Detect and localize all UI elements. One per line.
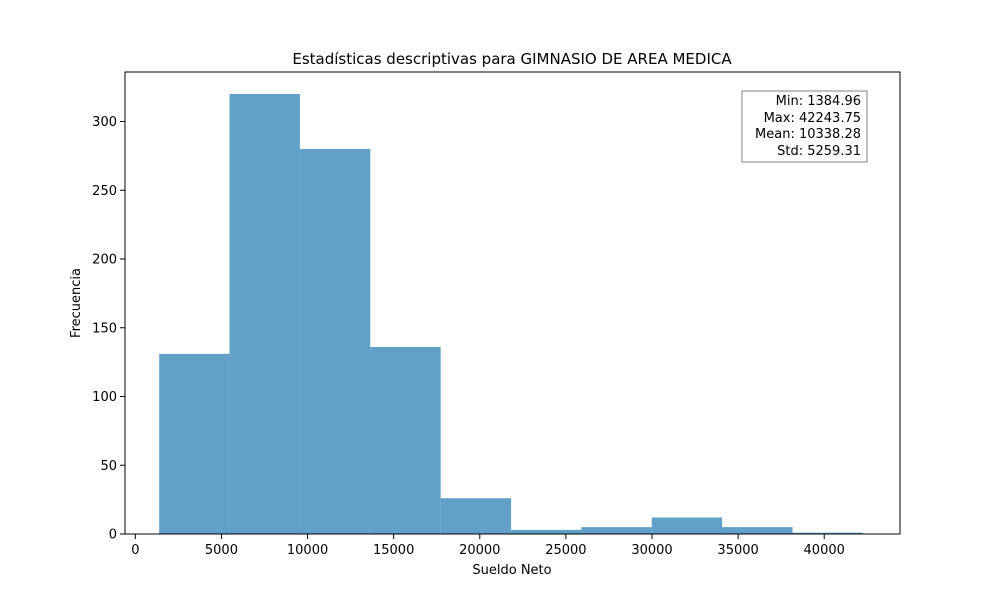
y-tick-label-3: 150 bbox=[92, 321, 117, 336]
stats-max: Max: 42243.75 bbox=[764, 111, 861, 126]
y-tick-label-5: 250 bbox=[92, 184, 117, 199]
stats-min: Min: 1384.96 bbox=[776, 94, 861, 109]
histogram-bar-1 bbox=[229, 94, 300, 534]
histogram-bar-8 bbox=[722, 527, 793, 534]
y-tick-label-2: 100 bbox=[92, 390, 117, 405]
x-tick-label-8: 40000 bbox=[804, 543, 845, 558]
x-tick-label-6: 30000 bbox=[631, 543, 672, 558]
histogram-bar-7 bbox=[651, 517, 723, 534]
histogram-bar-5 bbox=[511, 529, 582, 534]
y-axis-label: Frecuencia bbox=[69, 268, 84, 338]
histogram-bar-4 bbox=[440, 498, 512, 534]
histogram-bar-6 bbox=[581, 527, 652, 534]
x-axis-label: Sueldo Neto bbox=[472, 563, 551, 578]
x-tick-label-4: 20000 bbox=[459, 543, 500, 558]
histogram-bar-3 bbox=[370, 347, 441, 534]
y-tick-label-4: 200 bbox=[92, 253, 117, 268]
histogram-bar-2 bbox=[299, 149, 371, 534]
stats-box: Min: 1384.96 Max: 42243.75 Mean: 10338.2… bbox=[741, 90, 868, 163]
stats-box-frame bbox=[741, 90, 868, 163]
histogram-bar-9 bbox=[792, 532, 863, 534]
x-tick-label-0: 0 bbox=[131, 543, 139, 558]
stats-mean: Mean: 10338.28 bbox=[755, 127, 861, 142]
histogram-bar-0 bbox=[159, 353, 230, 534]
x-tick-label-5: 25000 bbox=[545, 543, 586, 558]
x-tick-label-7: 35000 bbox=[717, 543, 758, 558]
y-tick-label-6: 300 bbox=[92, 115, 117, 130]
stats-std: Std: 5259.31 bbox=[777, 144, 861, 159]
bars-group bbox=[159, 94, 863, 534]
y-tick-label-1: 50 bbox=[100, 459, 117, 474]
plot-frame bbox=[124, 71, 901, 535]
chart-title: Estadísticas descriptivas para GIMNASIO … bbox=[292, 50, 732, 68]
x-tick-label-3: 15000 bbox=[373, 543, 414, 558]
x-tick-label-1: 5000 bbox=[205, 543, 238, 558]
x-tick-label-2: 10000 bbox=[287, 543, 328, 558]
y-axis-ticks: 0 50 100 150 200 250 300 bbox=[92, 115, 125, 543]
x-axis-ticks: 0 5000 10000 15000 20000 25000 30000 35000 40000 bbox=[131, 534, 845, 558]
y-tick-label-0: 0 bbox=[109, 528, 117, 543]
